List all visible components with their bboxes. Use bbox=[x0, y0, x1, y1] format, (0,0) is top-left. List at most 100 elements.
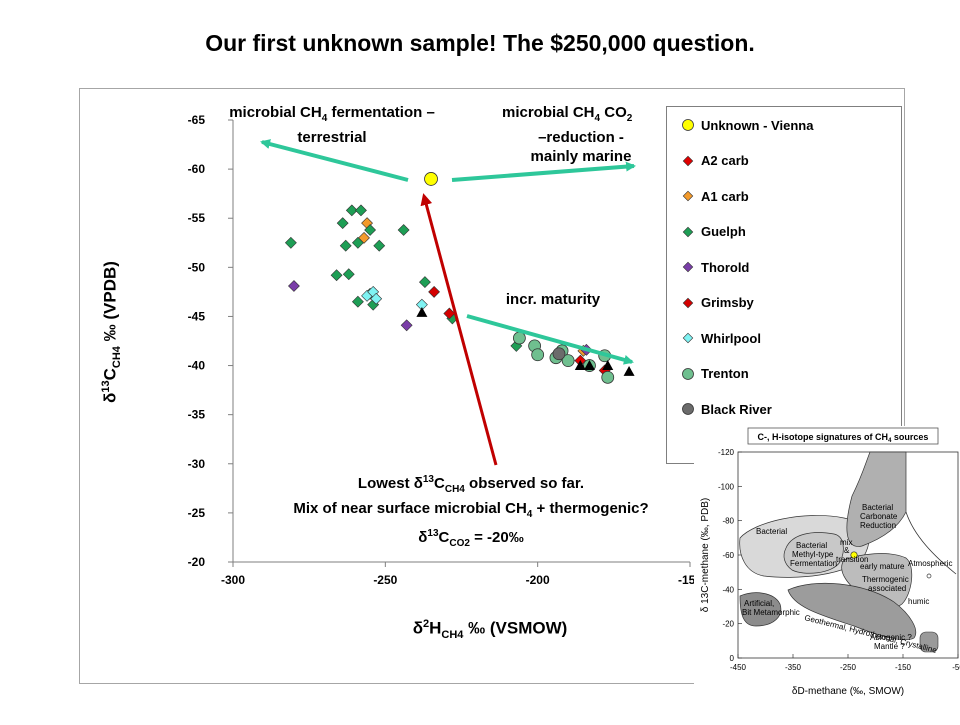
region-mantle bbox=[919, 631, 939, 653]
y-axis-label: δ13CCH4 ‰ (VPDB) bbox=[100, 261, 124, 403]
label-atmospheric: Atmospheric bbox=[908, 559, 952, 568]
inset-y-tick-label: -120 bbox=[718, 448, 735, 457]
y-tick-label: -30 bbox=[188, 457, 206, 471]
arrow-lowest bbox=[420, 193, 498, 466]
y-tick-label: -50 bbox=[188, 260, 206, 274]
region-bacterial-carbonate-reduction bbox=[846, 451, 907, 547]
point-guelph bbox=[342, 268, 355, 281]
label-bcr-1: Bacterial bbox=[862, 503, 893, 512]
point-trenton bbox=[531, 348, 545, 362]
arrow-co2-reduction bbox=[451, 161, 636, 182]
label-artificial-2: Bit Metamorphic bbox=[742, 608, 800, 617]
y-tick-label: -60 bbox=[188, 162, 206, 176]
y-ticks: -65 -60 -55 -50 -45 -40 -35 -30 -25 -20 bbox=[188, 113, 233, 569]
label-humic: humic bbox=[908, 597, 929, 606]
inset-title-box bbox=[747, 427, 939, 445]
region-geothermal bbox=[787, 582, 917, 641]
annotation-maturity: incr. maturity bbox=[505, 291, 601, 308]
legend-label: Black River bbox=[701, 401, 772, 417]
legend-label: Trenton bbox=[701, 366, 749, 381]
annotation-arrows bbox=[260, 139, 636, 466]
point-guelph bbox=[419, 276, 431, 288]
inset-y-tick-label: 0 bbox=[730, 654, 735, 663]
legend: Unknown - Vienna A2 carb A1 carb Guelph Thor… bbox=[666, 106, 902, 464]
label-bmf-3: Fermentation bbox=[790, 559, 837, 568]
inset-x-tick-label: -150 bbox=[895, 663, 912, 672]
legend-item: Grimsby bbox=[681, 293, 754, 313]
label-bcr-2: Carbonate bbox=[860, 512, 898, 521]
x-tick-label: -250 bbox=[373, 573, 397, 587]
point-triangle bbox=[416, 307, 428, 317]
legend-symbol bbox=[682, 367, 694, 380]
legend-item: Black River bbox=[681, 399, 772, 419]
slide-title: Our first unknown sample! The $250,000 q… bbox=[205, 30, 755, 56]
point-trenton bbox=[601, 370, 615, 384]
region-artificial bbox=[739, 592, 782, 627]
legend-symbol bbox=[682, 155, 694, 166]
x-ticks: -300 -250 -200 -150 bbox=[221, 562, 702, 587]
inset-atmospheric-point bbox=[926, 573, 932, 579]
inset-x-tick-label: -50 bbox=[952, 663, 960, 672]
label-bmf-2: Methyl-type bbox=[792, 550, 834, 559]
point-guelph bbox=[339, 239, 352, 252]
legend-label: Whirlpool bbox=[701, 330, 761, 346]
point-guelph bbox=[284, 236, 297, 249]
y-tick-label: -55 bbox=[188, 211, 206, 225]
label-bacterial: Bacterial bbox=[756, 527, 787, 536]
legend-marker bbox=[682, 403, 694, 415]
point-guelph bbox=[364, 224, 377, 236]
legend-label: Grimsby bbox=[701, 295, 754, 310]
label-bmf-1: Bacterial bbox=[796, 541, 827, 550]
point-trenton bbox=[561, 354, 575, 368]
label-mix-amp: & bbox=[844, 546, 850, 555]
legend-item: A2 carb bbox=[681, 151, 749, 171]
label-early-mature: early mature bbox=[860, 562, 905, 571]
point-whirlpool bbox=[370, 292, 383, 305]
legend-symbol bbox=[682, 332, 694, 344]
point-trenton bbox=[512, 331, 526, 345]
legend-item: Thorold bbox=[681, 257, 749, 277]
legend-marker bbox=[682, 332, 694, 344]
point-triangle bbox=[602, 360, 614, 370]
legend-label: Unknown - Vienna bbox=[701, 117, 814, 133]
point-guelph bbox=[397, 224, 410, 236]
annotation-fermentation: microbial CH4 fermentation – terrestrial bbox=[229, 104, 435, 146]
point-guelph bbox=[355, 204, 367, 217]
legend-marker bbox=[682, 367, 694, 380]
label-bcr-3: Reduction bbox=[860, 521, 896, 530]
legend-symbol bbox=[682, 190, 694, 202]
label-associated: associated bbox=[868, 584, 906, 593]
label-thermogenic: Thermogenic bbox=[862, 575, 909, 584]
legend-item: Guelph bbox=[681, 222, 746, 242]
inset-y-tick-label: -20 bbox=[722, 620, 734, 629]
annotation-lowest: Lowest δ13CCH4 observed so far. Mix of n… bbox=[293, 474, 649, 549]
point-thorold bbox=[288, 280, 300, 292]
point-triangle bbox=[623, 365, 635, 376]
inset-x-tick-label: -450 bbox=[730, 663, 747, 672]
annotation-co2-reduction: microbial CH4 CO2 –reduction - mainly ma… bbox=[502, 104, 633, 165]
point-guelph bbox=[373, 239, 386, 252]
y-tick-label: -20 bbox=[188, 555, 206, 569]
legend-marker bbox=[682, 226, 694, 237]
legend-label: Guelph bbox=[701, 224, 746, 239]
point-thorold bbox=[400, 319, 413, 332]
legend-item: Whirlpool bbox=[681, 328, 761, 348]
inset-y-tick-label: -40 bbox=[722, 585, 734, 594]
y-tick-label: -40 bbox=[188, 359, 206, 373]
point-guelph bbox=[336, 217, 349, 230]
legend-symbol bbox=[682, 403, 694, 415]
legend-label: Thorold bbox=[701, 259, 750, 275]
x-tick-label: -300 bbox=[221, 573, 245, 587]
arrow-maturity bbox=[466, 314, 634, 365]
y-tick-label: -65 bbox=[188, 113, 206, 127]
legend-symbol bbox=[682, 226, 694, 237]
legend-item: Unknown - Vienna bbox=[681, 115, 813, 135]
y-tick-label: -45 bbox=[188, 309, 206, 323]
point-guelph bbox=[345, 204, 358, 217]
y-tick-label: -35 bbox=[188, 408, 206, 422]
legend-marker bbox=[682, 155, 694, 166]
region-bacterial-methyl-fermentation bbox=[783, 532, 844, 574]
inset-x-label: δD-methane (‰, SMOW) bbox=[792, 686, 904, 697]
inset-title: C-, H-isotope signatures of CH4 sources bbox=[758, 432, 929, 444]
